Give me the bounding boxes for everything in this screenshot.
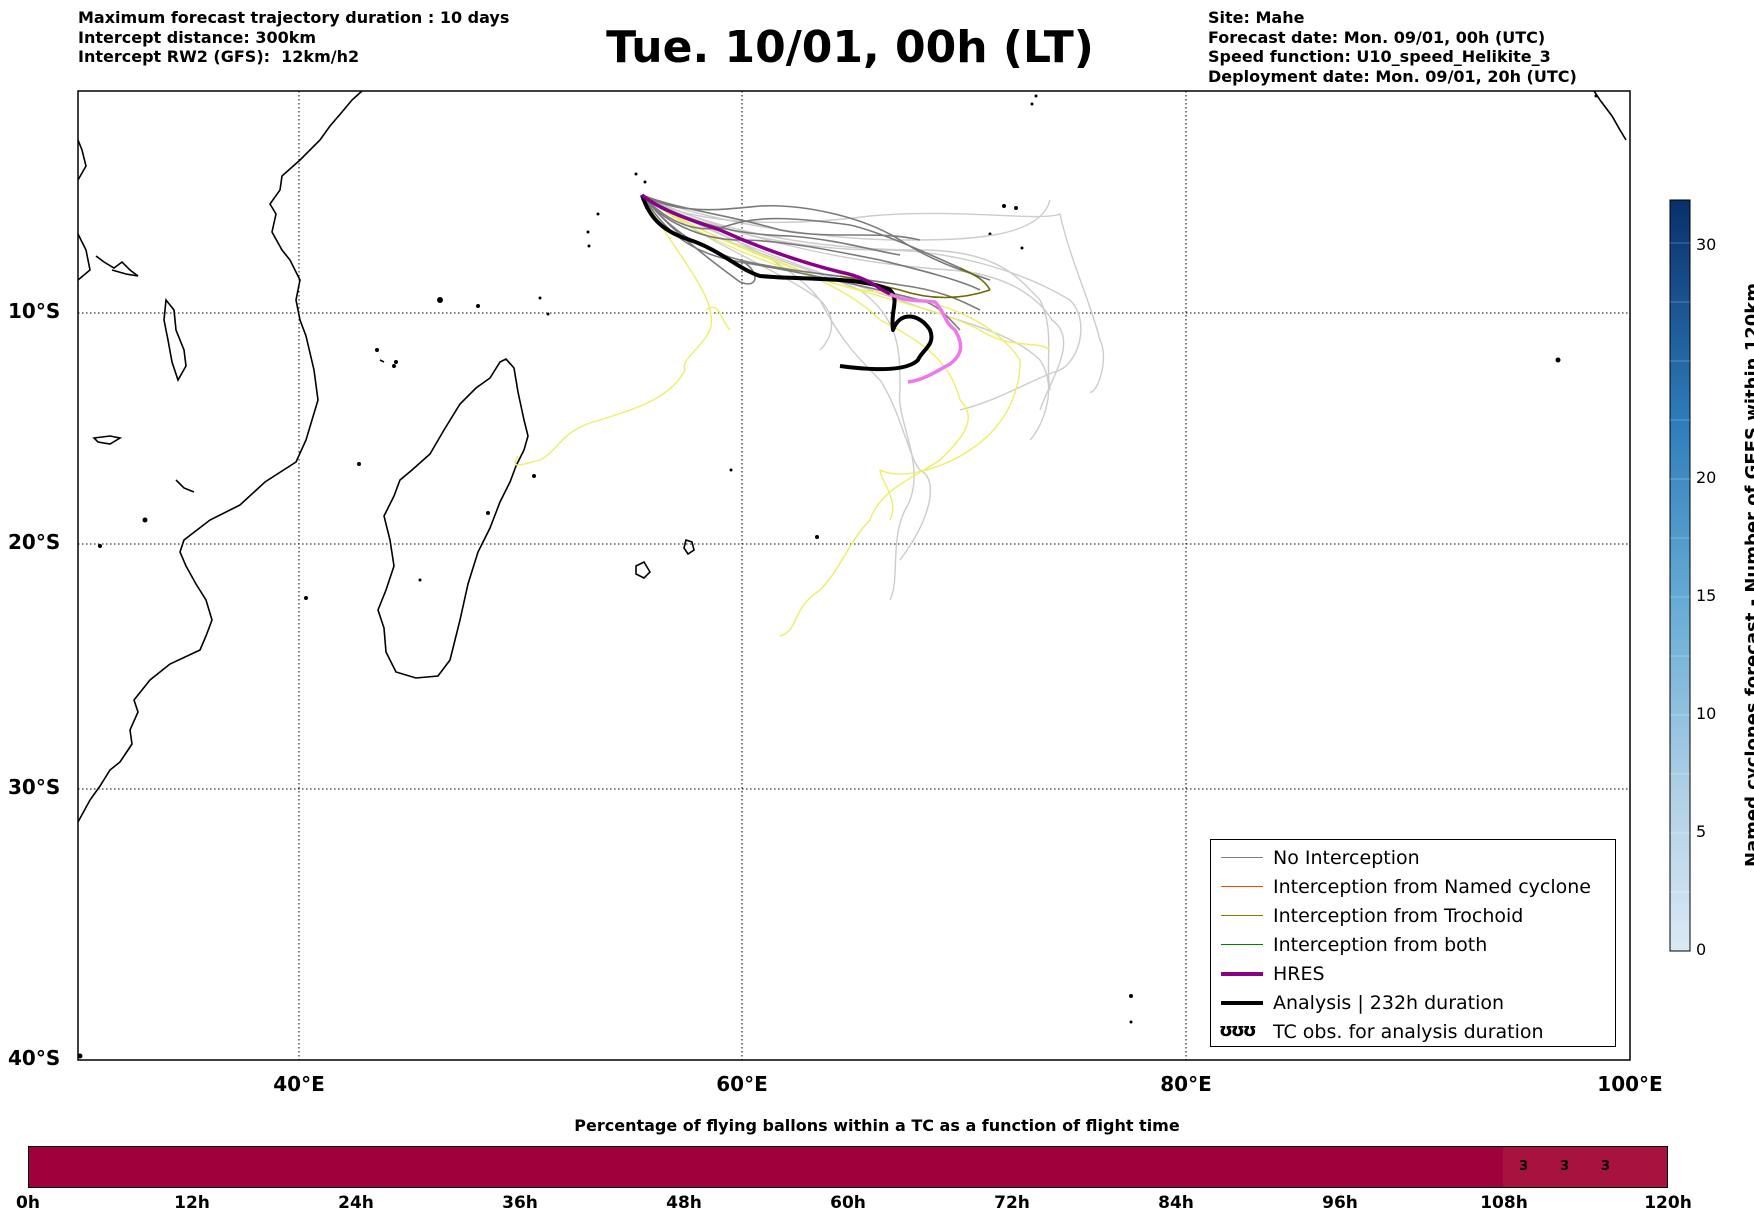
legend-item-both: Interception from both: [1211, 932, 1615, 960]
intercept-rw2-text: Intercept RW2 (GFS): 12km/h2: [78, 47, 360, 66]
lat-label-20s: 20°S: [8, 530, 61, 554]
legend-item-no-interception: No Interception: [1211, 845, 1615, 873]
colorbar-bands: [1670, 242, 1690, 893]
page-title: Tue. 10/01, 00h (LT): [606, 22, 1094, 73]
colorbar-label: Named cyclones forecast - Number of GEFS…: [1742, 0, 1754, 867]
bottom-tick-label: 120h: [1644, 1193, 1692, 1213]
lat-label-40s: 40°S: [8, 1046, 61, 1070]
map-legend: No Interception Interception from Named …: [1210, 839, 1616, 1047]
legend-swatch: [1221, 915, 1263, 916]
speed-function-text: Speed function: U10_speed_Helikite_3: [1208, 47, 1551, 66]
colorbar-gradient: [1669, 199, 1691, 952]
hres-track: [640, 193, 891, 296]
legend-item-named-cyclone: Interception from Named cyclone: [1211, 874, 1615, 902]
arabia-coast: [77, 139, 87, 181]
bar-segment: 3: [1544, 1147, 1586, 1187]
colorbar-tick-5: 5: [1696, 822, 1707, 841]
lake-malawi: [92, 435, 123, 445]
legend-swatch: [1221, 972, 1263, 976]
bottom-tick-label: 24h: [338, 1193, 374, 1213]
trajectories: [514, 193, 1105, 637]
bar-segment: [29, 1147, 1504, 1187]
bottom-tick-label: 36h: [502, 1193, 538, 1213]
bottom-tick-label: 12h: [174, 1193, 210, 1213]
bar-segment: 3: [1585, 1147, 1626, 1187]
colorbar-label-text: Named cyclones forecast - Number of GEFS…: [1742, 282, 1754, 868]
lat-label-10s: 10°S: [8, 299, 61, 323]
bar-segment: [1626, 1147, 1667, 1187]
madagascar-coast: [377, 358, 529, 679]
colorbar-tick-30: 30: [1696, 235, 1717, 254]
legend-label: No Interception: [1273, 847, 1420, 869]
lon-label-80e: 80°E: [1160, 1072, 1212, 1096]
legend-swatch: [1221, 857, 1263, 858]
bottom-tick-label: 96h: [1322, 1193, 1358, 1213]
east-coast-sea: [1593, 90, 1627, 141]
coastlines: [77, 90, 1627, 823]
tc-percentage-bar: 3 3 3: [28, 1146, 1668, 1188]
mauritius: [635, 560, 652, 579]
bottom-tick-label: 84h: [1158, 1193, 1194, 1213]
bottom-tick-label: 48h: [666, 1193, 702, 1213]
site-text: Site: Mahe: [1208, 8, 1305, 27]
legend-item-trochoid: Interception from Trochoid: [1211, 903, 1615, 931]
reunion: [683, 538, 695, 556]
small-islands: [77, 94, 1598, 1059]
legend-label: Interception from both: [1273, 934, 1488, 956]
bar-segment-label: 3: [1560, 1159, 1570, 1174]
legend-label: TC obs. for analysis duration: [1273, 1021, 1544, 1043]
lon-label-60e: 60°E: [716, 1072, 768, 1096]
legend-item-analysis: Analysis | 232h duration: [1211, 990, 1615, 1018]
lake-victoria: [95, 255, 139, 277]
lon-label-100e: 100°E: [1597, 1072, 1663, 1096]
legend-swatch: [1221, 1001, 1263, 1005]
lat-label-30s: 30°S: [8, 775, 61, 799]
header-left-info: Maximum forecast trajectory duration : 1…: [78, 8, 509, 67]
bottom-tick-label: 108h: [1480, 1193, 1528, 1213]
colorbar-tick-20: 20: [1696, 468, 1717, 487]
bottom-bar-title: Percentage of flying ballons within a TC…: [574, 1116, 1180, 1135]
bottom-tick-label: 60h: [830, 1193, 866, 1213]
tc-symbol-icon: ʊʊʊ: [1219, 1020, 1257, 1041]
legend-label: Analysis | 232h duration: [1273, 992, 1505, 1014]
bar-segment: 3: [1503, 1147, 1545, 1187]
lake-kariba: [175, 479, 195, 493]
africa-coast: [77, 90, 363, 823]
bottom-tick-label: 0h: [16, 1193, 40, 1213]
forecast-date-text: Forecast date: Mon. 09/01, 00h (UTC): [1208, 27, 1546, 47]
legend-item-hres: HRES: [1211, 961, 1615, 989]
lake-tanganyika: [163, 297, 187, 382]
lon-label-40e: 40°E: [273, 1072, 325, 1096]
max-duration-text: Maximum forecast trajectory duration : 1…: [78, 8, 510, 27]
legend-label: Interception from Named cyclone: [1273, 876, 1591, 898]
bottom-tick-label: 72h: [994, 1193, 1030, 1213]
comoros-1: [379, 359, 385, 363]
legend-label: Interception from Trochoid: [1273, 905, 1524, 927]
bar-segment-label: 3: [1601, 1159, 1611, 1174]
legend-swatch: [1221, 886, 1263, 887]
bar-segment-label: 3: [1519, 1159, 1529, 1174]
socotra-region: [77, 233, 91, 281]
header-right-info: Site: Mahe Forecast date: Mon. 09/01, 00…: [1208, 8, 1577, 86]
colorbar-tick-0: 0: [1696, 940, 1707, 959]
colorbar-tick-15: 15: [1696, 586, 1717, 605]
map-grid: [78, 91, 1630, 1060]
intercept-distance-text: Intercept distance: 300km: [78, 27, 317, 47]
legend-label: HRES: [1273, 963, 1325, 985]
colorbar-tick-10: 10: [1696, 704, 1717, 723]
legend-item-tc-obs: ʊʊʊ TC obs. for analysis duration: [1211, 1019, 1615, 1047]
deployment-date-text: Deployment date: Mon. 09/01, 20h (UTC): [1208, 66, 1577, 86]
hres-track-end: [889, 292, 963, 384]
legend-swatch: [1221, 944, 1263, 945]
